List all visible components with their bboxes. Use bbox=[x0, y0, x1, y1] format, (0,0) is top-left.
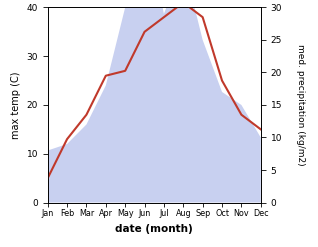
Y-axis label: max temp (C): max temp (C) bbox=[11, 71, 21, 139]
Y-axis label: med. precipitation (kg/m2): med. precipitation (kg/m2) bbox=[296, 44, 305, 166]
X-axis label: date (month): date (month) bbox=[115, 224, 193, 234]
